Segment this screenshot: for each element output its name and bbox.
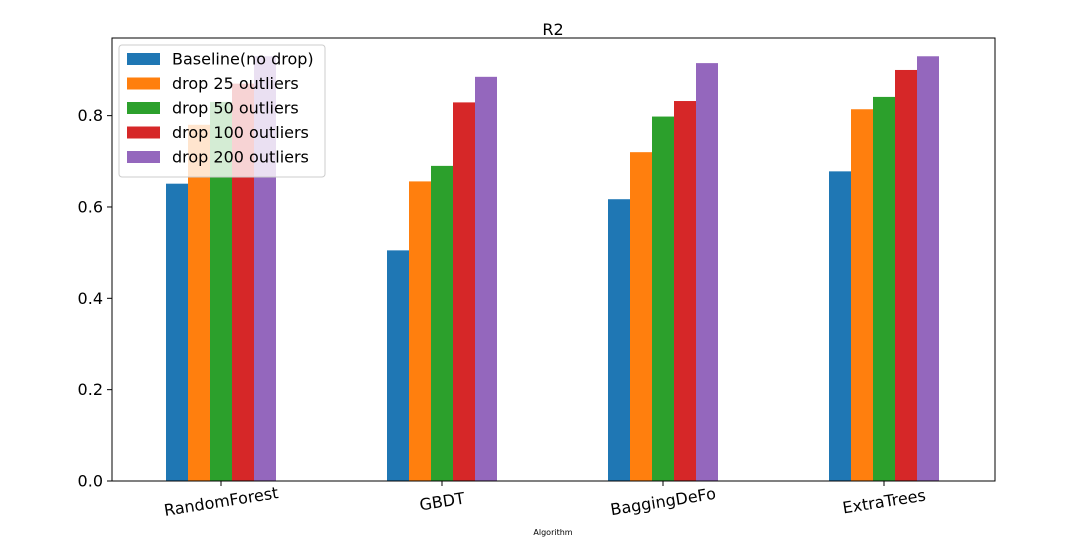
bar-randomforest-series-1 bbox=[188, 124, 210, 481]
y-tick-label: 0.6 bbox=[78, 197, 103, 216]
bar-extratrees-series-0 bbox=[829, 171, 851, 482]
legend-label: drop 25 outliers bbox=[172, 74, 299, 93]
y-tick-label: 0.4 bbox=[78, 289, 103, 308]
bar-gbdt-series-1 bbox=[409, 181, 431, 482]
legend-swatch bbox=[127, 126, 160, 139]
legend-label: drop 100 outliers bbox=[172, 123, 309, 142]
legend: Baseline(no drop) drop 25 outliers drop 50… bbox=[118, 44, 326, 178]
bar-randomforest-series-3 bbox=[232, 83, 254, 481]
bar-baggingdefo-series-3 bbox=[674, 101, 696, 481]
bar-extratrees-series-1 bbox=[851, 109, 873, 481]
bar-extratrees-series-2 bbox=[873, 96, 895, 482]
legend-label: Baseline(no drop) bbox=[172, 50, 314, 69]
legend-swatch bbox=[127, 151, 160, 163]
chart-title: R2 bbox=[542, 20, 563, 39]
y-tick-label: 0.0 bbox=[78, 472, 103, 491]
bar-baggingdefo-series-4 bbox=[696, 63, 718, 481]
plot-frame bbox=[111, 37, 996, 482]
legend-box bbox=[118, 44, 326, 178]
legend-swatch bbox=[127, 77, 160, 90]
bar-gbdt-series-0 bbox=[387, 250, 409, 481]
bar-baggingdefo-series-2 bbox=[652, 116, 674, 481]
bar-gbdt-series-2 bbox=[431, 165, 453, 481]
legend-swatch bbox=[127, 102, 160, 114]
bar-baggingdefo-series-1 bbox=[630, 152, 652, 481]
bar-extratrees-series-3 bbox=[895, 69, 917, 482]
bar-gbdt-series-3 bbox=[453, 102, 475, 482]
y-tick-label: 0.2 bbox=[78, 380, 103, 399]
bar-extratrees-series-4 bbox=[917, 56, 939, 482]
legend-label: drop 200 outliers bbox=[172, 148, 309, 167]
y-axis: 0.0 0.2 0.4 0.6 0.8 bbox=[78, 106, 112, 491]
legend-swatch bbox=[127, 53, 160, 65]
bar-gbdt-series-4 bbox=[475, 76, 497, 482]
bar-randomforest-series-0 bbox=[166, 183, 188, 481]
bar-randomforest-series-2 bbox=[210, 101, 232, 481]
legend-label: drop 50 outliers bbox=[172, 99, 299, 118]
y-tick-label: 0.8 bbox=[78, 106, 103, 125]
bars-layer bbox=[166, 56, 939, 482]
bar-baggingdefo-series-0 bbox=[608, 199, 630, 482]
x-axis-label: Algorithm bbox=[533, 528, 572, 537]
